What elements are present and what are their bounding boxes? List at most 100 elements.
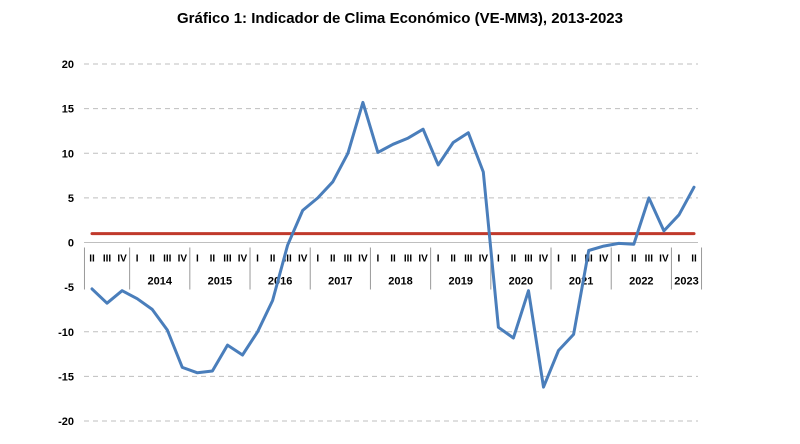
x-tick-label: I xyxy=(617,254,620,265)
y-tick-label: 5 xyxy=(68,193,74,205)
x-tick-label: I xyxy=(497,254,500,265)
data-point xyxy=(347,152,349,155)
y-tick-label: 15 xyxy=(62,104,74,116)
data-point xyxy=(663,230,665,232)
x-tick-label: I xyxy=(678,254,681,265)
data-point xyxy=(497,326,500,329)
x-tick-label: IV xyxy=(479,254,489,265)
data-point xyxy=(316,197,319,199)
x-tick-label: III xyxy=(283,254,292,265)
x-tick-label: III xyxy=(103,254,112,265)
x-tick-label: IV xyxy=(117,254,127,265)
data-point xyxy=(106,302,108,304)
x-tick-label: I xyxy=(196,254,199,265)
year-label: 2015 xyxy=(208,276,232,288)
year-label: 2018 xyxy=(388,276,412,288)
data-point xyxy=(527,289,530,292)
year-label: 2022 xyxy=(629,276,653,288)
x-tick-label: IV xyxy=(238,254,248,265)
x-tick-label: IV xyxy=(418,254,428,265)
data-point xyxy=(693,186,695,188)
y-tick-label: -5 xyxy=(64,282,74,294)
year-label: 2023 xyxy=(674,276,698,288)
data-point xyxy=(467,131,470,134)
data-point xyxy=(332,181,334,183)
data-point xyxy=(136,297,138,300)
data-point xyxy=(587,249,590,252)
data-point xyxy=(241,354,244,356)
data-point xyxy=(557,349,560,352)
x-tick-label: II xyxy=(270,254,276,265)
x-tick-label: II xyxy=(210,254,216,265)
x-tick-label: II xyxy=(571,254,577,265)
x-tick-label: IV xyxy=(659,254,669,265)
year-label: 2017 xyxy=(328,276,352,288)
x-tick-label: III xyxy=(404,254,413,265)
data-point xyxy=(271,299,274,302)
y-tick-label: -20 xyxy=(58,416,74,428)
x-tick-label: II xyxy=(631,254,637,265)
x-tick-label: II xyxy=(330,254,336,265)
year-label: 2021 xyxy=(569,276,593,288)
x-tick-label: IV xyxy=(298,254,308,265)
data-point xyxy=(422,128,424,130)
x-tick-label: IV xyxy=(599,254,609,265)
data-point xyxy=(181,366,184,369)
y-axis-ticks: 20 15 10 5 0 -5 -10 -15 -20 xyxy=(58,59,74,428)
data-point xyxy=(392,143,394,146)
x-tick-label: II xyxy=(390,254,396,265)
x-tick-label: III xyxy=(163,254,172,265)
x-tick-label: I xyxy=(136,254,139,265)
x-tick-label: I xyxy=(377,254,380,265)
data-point xyxy=(512,337,515,339)
data-point xyxy=(617,242,620,245)
x-tick-label: III xyxy=(464,254,473,265)
data-point xyxy=(542,386,545,388)
data-point xyxy=(482,171,485,173)
x-tick-label: III xyxy=(344,254,353,265)
y-tick-label: 10 xyxy=(62,148,74,160)
data-point xyxy=(151,308,153,311)
data-point xyxy=(648,197,650,199)
x-tick-label: I xyxy=(437,254,440,265)
data-point xyxy=(301,209,304,212)
x-tick-label: I xyxy=(557,254,560,265)
x-tick-label: III xyxy=(584,254,593,265)
x-tick-label: I xyxy=(256,254,259,265)
data-point xyxy=(362,101,364,104)
year-label: 2014 xyxy=(147,276,172,288)
data-point xyxy=(121,289,123,292)
year-label: 2019 xyxy=(448,276,472,288)
x-tick-label: II xyxy=(450,254,456,265)
x-tick-label: III xyxy=(524,254,533,265)
y-tick-label: 20 xyxy=(62,59,74,71)
x-axis-band xyxy=(84,247,702,290)
x-tick-label: I xyxy=(316,254,319,265)
y-tick-label: 0 xyxy=(68,238,74,250)
x-tick-label: II xyxy=(149,254,155,265)
data-point xyxy=(91,288,93,290)
x-tick-label: IV xyxy=(178,254,188,265)
data-point xyxy=(633,243,635,246)
x-tick-label: II xyxy=(691,254,697,265)
chart-title: Gráfico 1: Indicador de Clima Económico … xyxy=(177,10,623,27)
data-point xyxy=(407,137,409,139)
x-tick-label: II xyxy=(511,254,517,265)
year-label: 2020 xyxy=(509,276,533,288)
year-label: 2016 xyxy=(268,276,292,288)
x-tick-label: III xyxy=(223,254,232,265)
data-point xyxy=(226,344,229,346)
data-point xyxy=(437,164,439,166)
data-point xyxy=(196,372,199,374)
data-point xyxy=(572,333,575,336)
y-tick-label: -15 xyxy=(58,371,74,383)
x-tick-label: III xyxy=(645,254,654,265)
series-lines xyxy=(90,100,696,389)
data-point xyxy=(377,151,379,154)
data-point xyxy=(211,370,214,372)
data-point xyxy=(452,141,455,144)
data-point xyxy=(602,245,605,247)
y-tick-label: -10 xyxy=(58,327,74,339)
x-axis: II III IV I II III IV I II III IV I II III IV I II III IV I… xyxy=(83,242,703,290)
data-point xyxy=(286,244,289,246)
